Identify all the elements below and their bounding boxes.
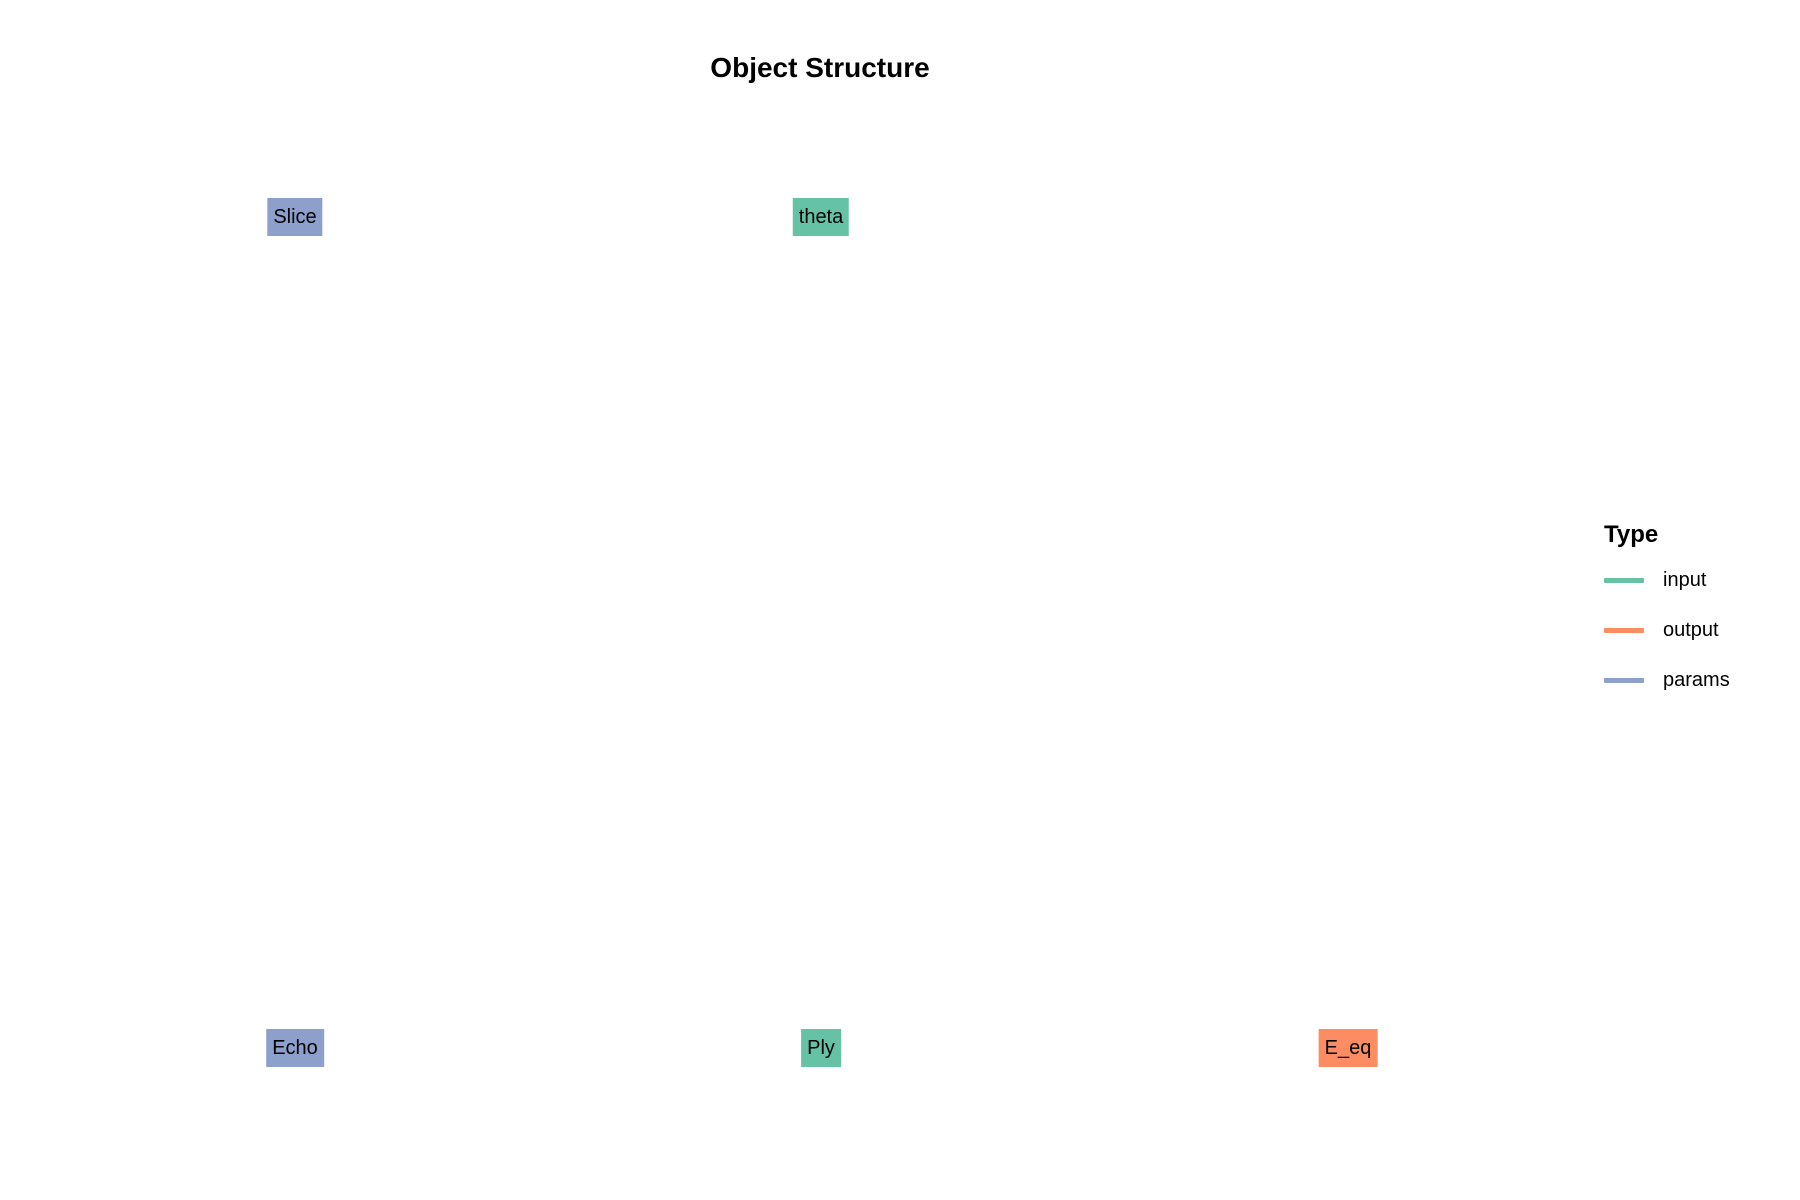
node-label: Slice [273,206,317,228]
node-label: E_eq [1324,1037,1372,1059]
node-ply: Ply [801,1029,841,1067]
diagram-title: Object Structure [710,52,930,83]
node-label: Ply [807,1037,835,1059]
legend-item-input: input [1604,555,1784,605]
node-slice: Slice [267,198,323,236]
legend-swatch-input [1604,577,1644,583]
legend-swatch-params [1604,677,1644,683]
legend-swatch-output [1604,627,1644,633]
legend-label: output [1663,618,1719,641]
legend-item-params: params [1604,655,1784,705]
legend-item-output: output [1604,605,1784,655]
node-e-eq: E_eq [1318,1029,1378,1067]
node-label: theta [798,206,844,228]
node-theta: theta [792,198,850,236]
node-echo: Echo [266,1029,324,1067]
legend-label: params [1663,668,1730,691]
legend-title: Type [1604,521,1659,548]
legend-label: input [1663,568,1707,591]
node-label: Echo [272,1037,318,1059]
legend: Type input output params [1604,515,1784,705]
